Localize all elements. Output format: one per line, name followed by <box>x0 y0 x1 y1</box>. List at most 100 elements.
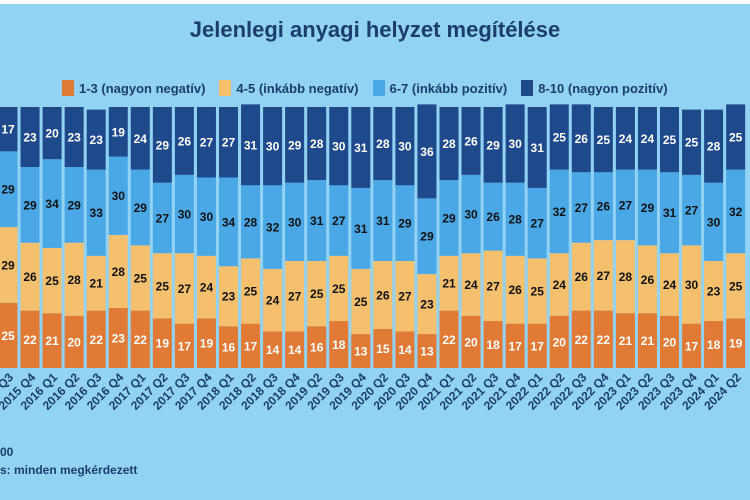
data-label: 26 <box>464 134 478 148</box>
bar-segment <box>483 107 503 183</box>
data-label: 31 <box>244 138 258 152</box>
data-label: 29 <box>23 198 37 212</box>
bar-segment <box>373 107 393 181</box>
data-label: 14 <box>266 343 280 357</box>
bar-segment <box>42 313 62 368</box>
data-label: 30 <box>200 210 214 224</box>
bar-segment <box>108 234 128 308</box>
bar-segment <box>351 268 371 335</box>
data-label: 27 <box>398 290 412 304</box>
data-label: 28 <box>244 215 258 229</box>
data-label: 29 <box>156 138 170 152</box>
data-label: 23 <box>67 131 81 145</box>
bar-segment <box>42 107 62 160</box>
bar-segment <box>704 109 724 183</box>
bar-segment <box>351 334 371 368</box>
legend-label: 8-10 (nagyon pozitív) <box>538 80 668 96</box>
bar-segment <box>241 104 261 186</box>
bar-segment <box>0 151 18 228</box>
data-label: 20 <box>45 127 59 141</box>
bar-segment <box>505 182 525 256</box>
bar-segment <box>329 107 349 186</box>
bar-segment <box>593 107 613 173</box>
data-label: 27 <box>178 282 192 296</box>
bar-segment <box>285 182 305 261</box>
bar-segment <box>461 174 481 254</box>
data-label: 20 <box>464 335 478 349</box>
bar-segment <box>351 107 371 188</box>
bar-segment <box>152 182 172 254</box>
data-label: 27 <box>486 279 500 293</box>
bar-segment <box>439 255 459 311</box>
bar-segment <box>64 242 84 316</box>
data-label: 17 <box>508 339 522 353</box>
bar-segment <box>196 318 216 368</box>
data-label: 29 <box>442 211 456 225</box>
bar-segment <box>241 185 261 259</box>
bar-segment <box>329 185 349 256</box>
bar-segment <box>660 315 679 368</box>
bar-segment <box>660 107 679 173</box>
bar-segment <box>0 302 18 368</box>
bar-segment <box>527 107 547 188</box>
data-label: 25 <box>597 133 611 147</box>
bar-segment <box>0 107 18 152</box>
data-label: 28 <box>508 213 522 227</box>
data-label: 19 <box>156 337 170 351</box>
bar-segment <box>42 159 62 248</box>
bar-segment <box>64 107 84 168</box>
legend-swatch <box>62 80 74 96</box>
data-label: 13 <box>354 345 368 359</box>
bar-segment <box>130 107 150 170</box>
data-label: 18 <box>486 338 500 352</box>
data-label: 26 <box>597 200 611 214</box>
data-label: 24 <box>266 294 280 308</box>
bar-segment <box>20 310 40 368</box>
bar-segment <box>682 174 702 246</box>
bar-segment <box>704 321 724 368</box>
data-label: 17 <box>178 339 192 353</box>
data-label: 29 <box>1 258 15 272</box>
data-label: 23 <box>420 298 434 312</box>
bar-segment <box>307 107 327 181</box>
data-label: 17 <box>1 123 15 137</box>
data-label: 17 <box>685 339 699 353</box>
bar-segment <box>527 187 547 259</box>
data-label: 30 <box>266 140 280 154</box>
bar-segment <box>637 169 657 246</box>
bar-segment <box>86 255 106 311</box>
bar-segment <box>461 315 481 368</box>
data-label: 26 <box>376 288 390 302</box>
bar-segment <box>373 260 393 329</box>
bar-segment <box>285 107 305 183</box>
data-label: 30 <box>464 208 478 222</box>
data-label: 29 <box>486 138 500 152</box>
data-label: 23 <box>112 331 126 345</box>
bar-segment <box>395 260 415 332</box>
bar-segment <box>86 169 106 256</box>
bar-segment <box>637 107 657 170</box>
bar-segment <box>130 310 150 368</box>
bar-segment <box>682 109 702 175</box>
data-label: 27 <box>288 290 302 304</box>
data-label: 29 <box>420 230 434 244</box>
bar-segment <box>152 318 172 368</box>
data-label: 25 <box>553 131 567 145</box>
bar-segment <box>637 313 657 368</box>
bar-segment <box>660 253 679 316</box>
bar-segment <box>660 172 679 254</box>
legend-item: 8-10 (nagyon pozitív) <box>521 80 668 96</box>
bar-segment <box>263 268 283 332</box>
bar-segment <box>263 331 283 368</box>
bar-segment <box>196 255 216 319</box>
bar-segment <box>108 107 128 157</box>
data-label: 25 <box>685 136 699 150</box>
bar-segment <box>637 245 657 314</box>
data-label: 33 <box>90 206 104 220</box>
bar-segment <box>174 107 194 175</box>
bar-segment <box>505 255 525 324</box>
bar-segment <box>285 260 305 332</box>
data-label: 24 <box>200 281 214 295</box>
data-label: 30 <box>178 208 192 222</box>
bar-segment <box>593 310 613 368</box>
